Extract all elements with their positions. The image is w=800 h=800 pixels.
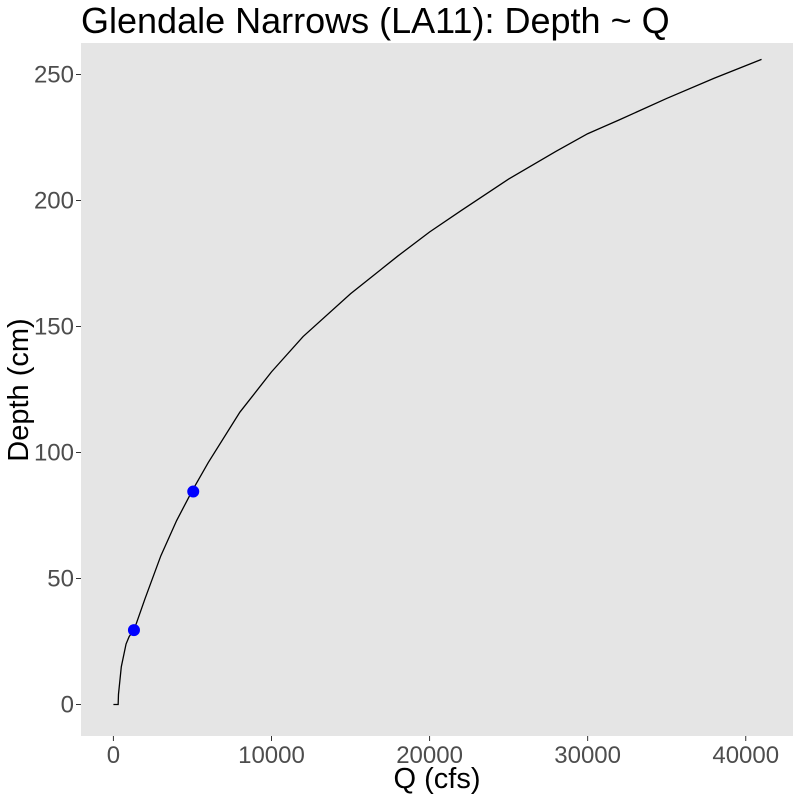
plot-panel	[81, 43, 793, 736]
y-tick-label: 100	[34, 440, 74, 467]
chart-title: Glendale Narrows (LA11): Depth ~ Q	[81, 0, 670, 41]
y-tick-label: 50	[47, 566, 74, 593]
y-axis-title: Depth (cm)	[3, 318, 35, 461]
y-tick-label: 0	[61, 692, 74, 719]
y-tick-label: 150	[34, 314, 74, 341]
series-layer	[113, 58, 762, 706]
x-tick-label: 0	[107, 742, 120, 769]
x-tick-label: 40000	[712, 742, 779, 769]
y-axis: 0 50 100 150 200 250	[34, 62, 81, 719]
x-tick-label: 30000	[554, 742, 621, 769]
y-tick-label: 250	[34, 62, 74, 89]
y-tick-label: 200	[34, 188, 74, 215]
x-tick-label: 20000	[396, 742, 463, 769]
observation-point	[127, 624, 140, 637]
depth-curve-line	[113, 58, 762, 706]
x-axis: 0 10000 20000 30000 40000	[107, 736, 779, 769]
observation-point	[187, 485, 200, 498]
x-tick-label: 10000	[238, 742, 305, 769]
x-axis-title: Q (cfs)	[394, 763, 481, 795]
